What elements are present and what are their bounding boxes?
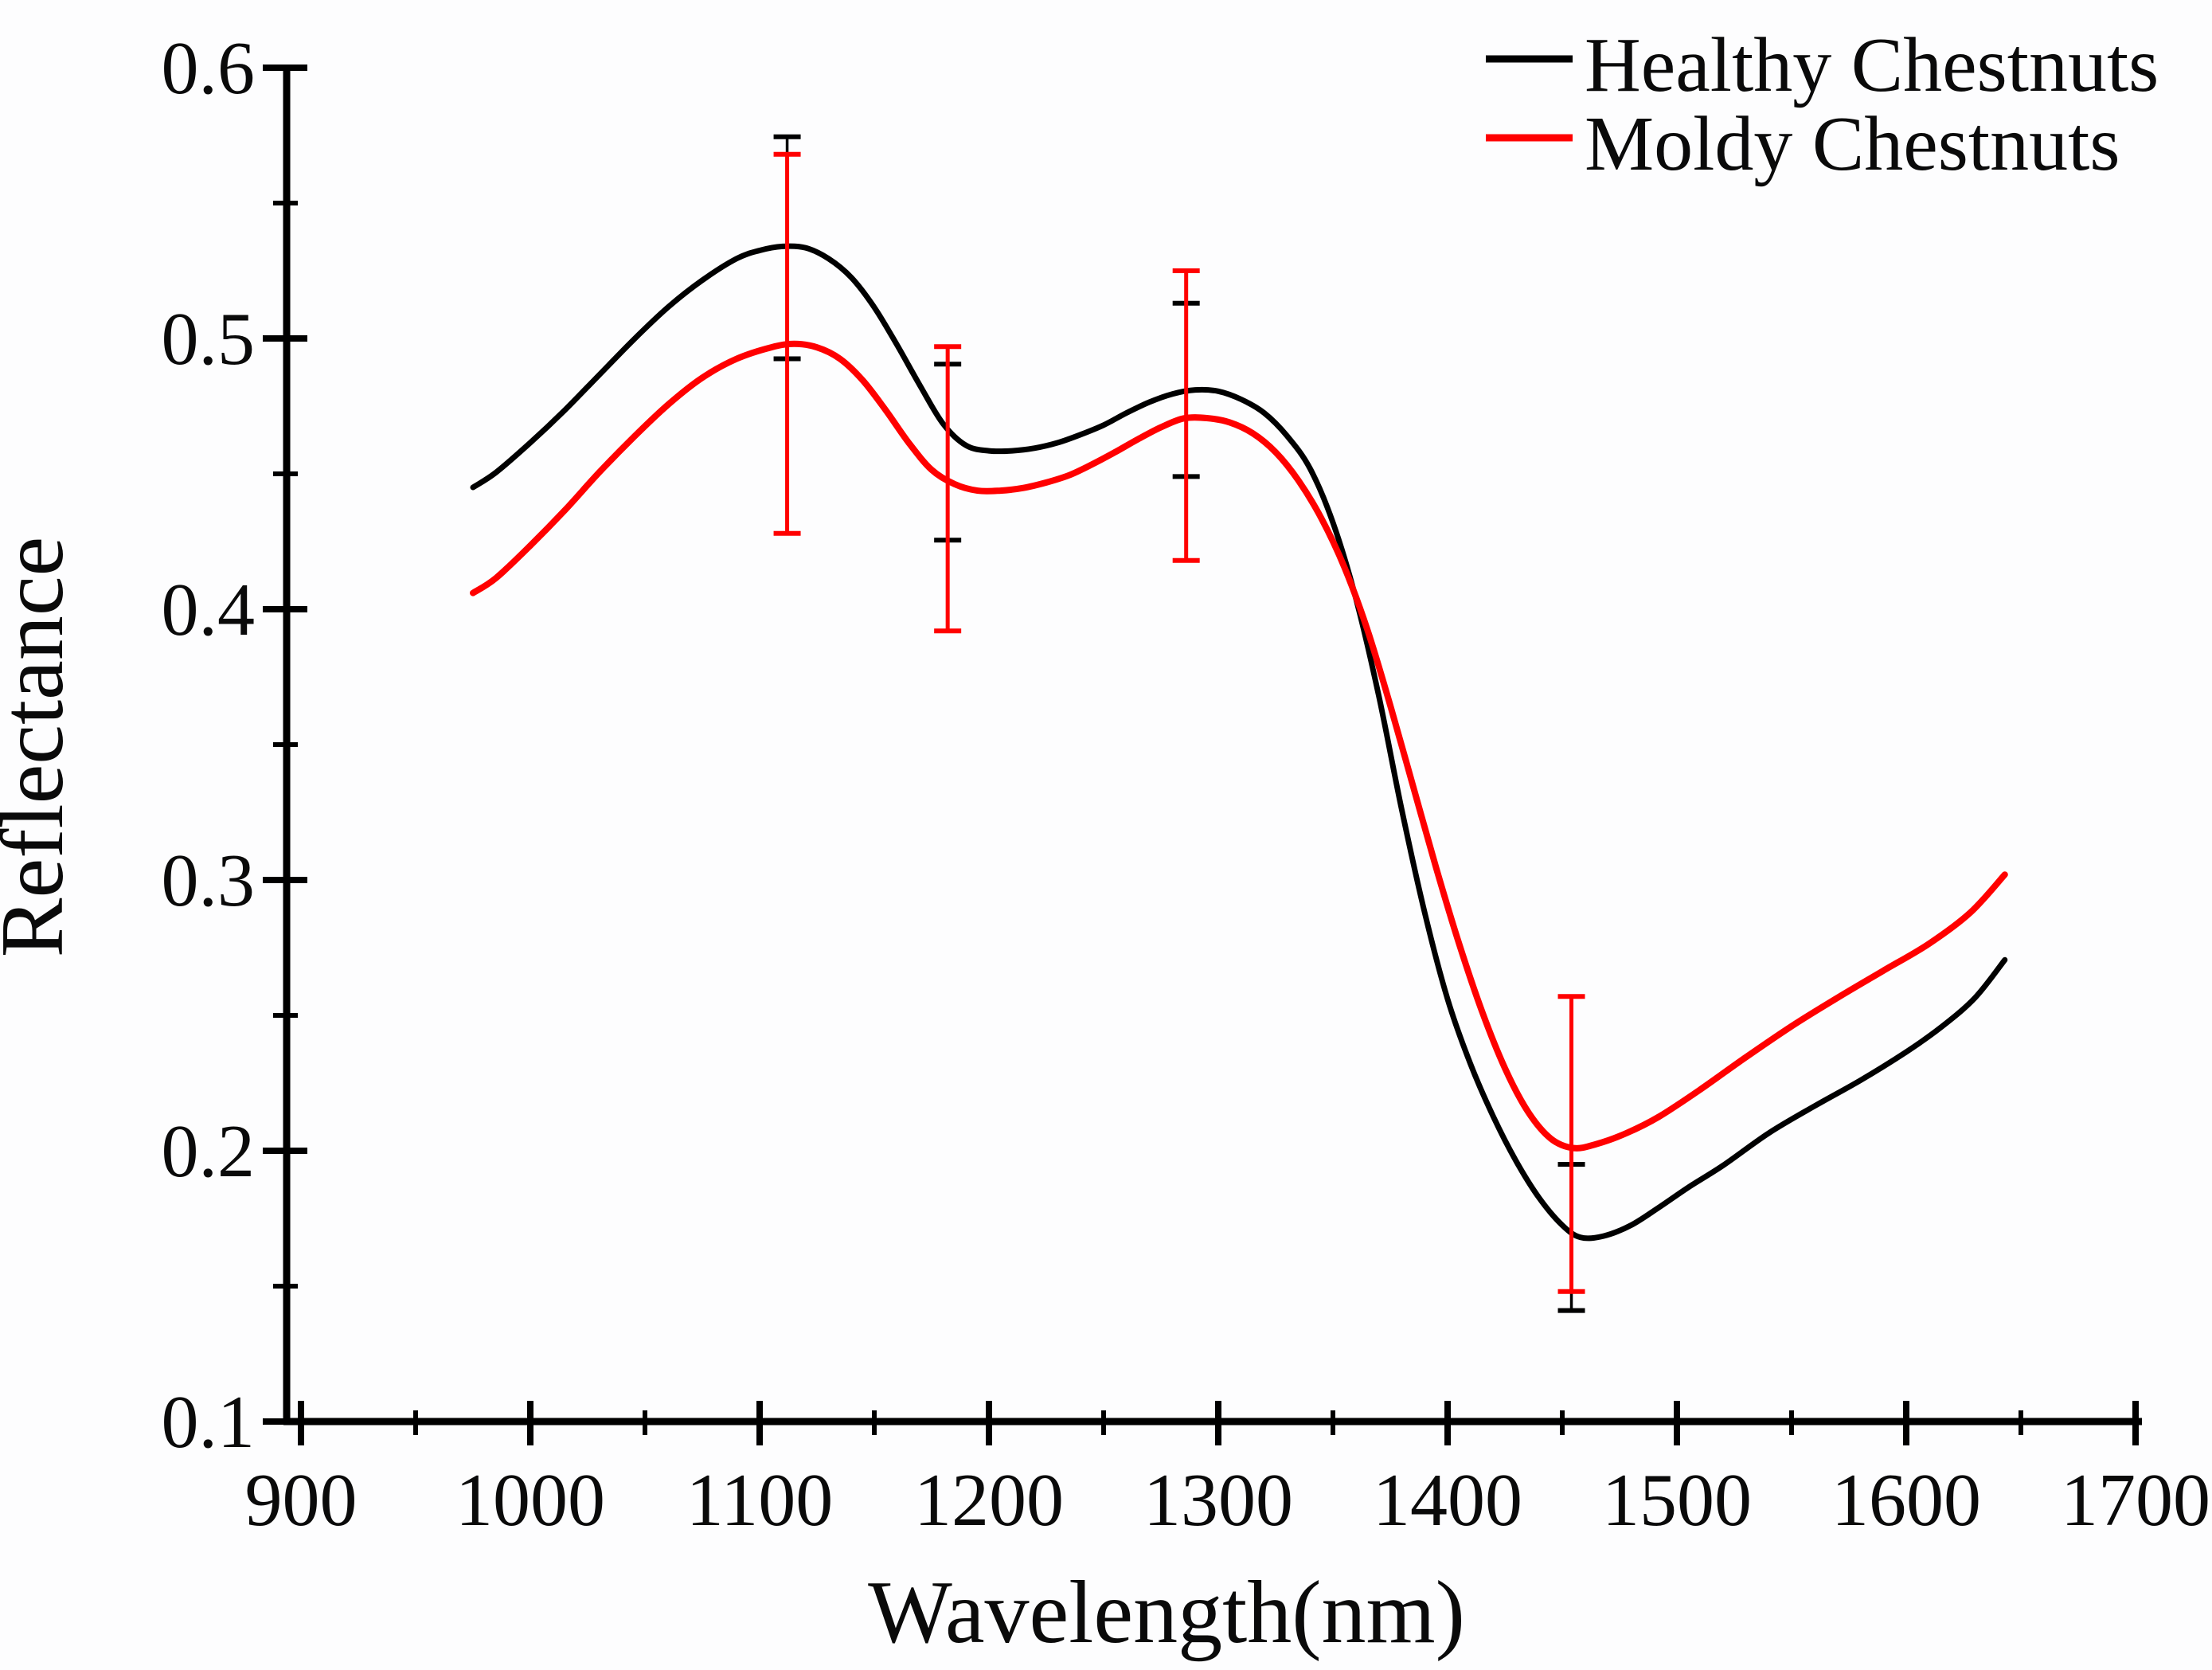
y-tick-label: 0.4 [162,569,256,651]
x-axis-title: Wavelength(nm) [868,1563,1465,1662]
legend-label-moldy: Moldy Chestnuts [1585,101,2120,187]
x-tick-label: 1400 [1373,1459,1522,1542]
x-tick-label: 1200 [914,1459,1064,1542]
series-curve-healthy [470,243,2008,1242]
y-tick-label: 0.6 [162,27,256,110]
y-tick-label: 0.3 [162,839,256,922]
x-tick-label: 1600 [1831,1459,1981,1542]
legend-label-healthy: Healthy Chestnuts [1585,22,2159,108]
series-curve-moldy [470,340,2008,1152]
x-tick-label: 900 [245,1459,358,1542]
x-tick-label: 1500 [1602,1459,1752,1542]
x-tick-label: 1700 [2061,1459,2210,1542]
x-tick-label: 1100 [686,1459,834,1542]
y-tick-label: 0.1 [162,1381,256,1464]
y-tick-label: 0.2 [162,1110,256,1193]
x-tick-label: 1000 [455,1459,605,1542]
y-axis-title: Reflectance [0,537,82,958]
y-tick-label: 0.5 [162,298,256,381]
x-tick-label: 1300 [1143,1459,1293,1542]
